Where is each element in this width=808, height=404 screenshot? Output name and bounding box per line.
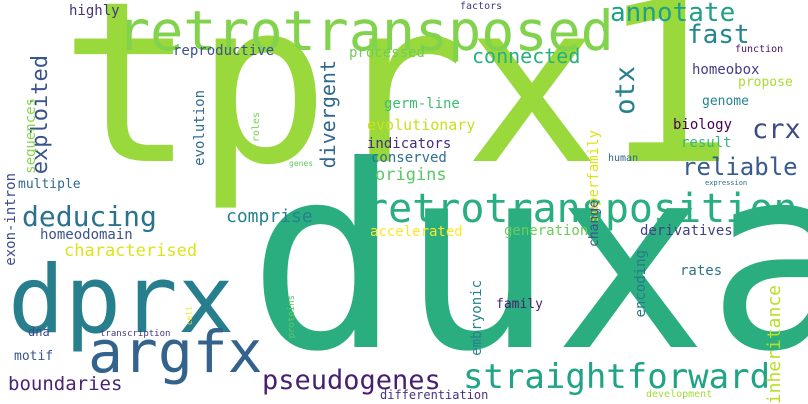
word-retrotransposed: retrotransposed: [117, 0, 614, 63]
word-biology: biology: [673, 117, 733, 133]
word-genome: genome: [702, 94, 749, 109]
word-tprx1: tprx1: [60, 0, 735, 214]
word-inheritance: inheritance: [764, 285, 785, 404]
word-characterised: characterised: [64, 241, 198, 261]
word-homeodomain: homeodomain: [40, 227, 133, 243]
word-germ-line: germ-line: [384, 96, 460, 112]
word-roles: roles: [251, 112, 262, 143]
word-divergent: divergent: [316, 60, 340, 169]
word-rates: rates: [680, 263, 723, 279]
word-dna: dna: [28, 325, 50, 339]
word-pseudogenes: pseudogenes: [262, 365, 441, 396]
word-reproductive: reproductive: [173, 43, 275, 59]
word-highly: highly: [69, 3, 120, 19]
word-processed: processed: [349, 45, 425, 61]
word-propose: propose: [738, 75, 793, 90]
word-encoding: encoding: [633, 250, 649, 318]
word-transcription: transcription: [100, 329, 171, 339]
word-reliable: reliable: [682, 153, 798, 181]
word-evolutionary: evolutionary: [367, 116, 476, 134]
word-multiple: multiple: [18, 177, 81, 192]
word-dprx: dprx: [8, 246, 235, 355]
word-deducing: deducing: [22, 200, 157, 233]
word-expression: expression: [705, 179, 748, 187]
word-result: result: [681, 135, 732, 151]
word-embryonic: embryonic: [469, 280, 485, 356]
word-genes: genes: [289, 159, 314, 168]
word-differentiation: differentiation: [380, 388, 489, 402]
word-family: family: [496, 297, 543, 312]
word-generation: generation: [504, 223, 589, 239]
word-development: development: [646, 389, 713, 400]
word-comprise: comprise: [226, 206, 313, 227]
word-sequences: sequences: [23, 98, 39, 174]
word-crx: crx: [752, 114, 801, 145]
word-argfx: argfx: [88, 318, 263, 386]
word-factors: factors: [460, 1, 503, 12]
word-change: change: [587, 200, 602, 247]
word-motif: motif: [14, 349, 54, 364]
word-connected: connected: [472, 44, 581, 68]
word-otx: otx: [610, 66, 641, 115]
word-conserved: conserved: [371, 150, 447, 166]
word-homeobox: homeobox: [692, 62, 760, 78]
word-human: human: [608, 153, 639, 164]
word-duxa: duxa: [248, 111, 808, 404]
word-proteins: proteins: [287, 295, 297, 339]
word-evolution: evolution: [192, 90, 208, 166]
word-origins: origins: [375, 165, 447, 185]
word-fast: fast: [687, 20, 750, 50]
word-exon-intron: exon-intron: [3, 173, 19, 266]
word-cell: cell: [185, 306, 194, 326]
word-boundaries: boundaries: [8, 373, 123, 395]
word-annotate: annotate: [610, 0, 736, 28]
word-derivatives: derivatives: [640, 223, 733, 239]
word-accelerated: accelerated: [370, 224, 463, 240]
word-retrotransposition: retrotransposition: [364, 186, 798, 232]
word-indicators: indicators: [367, 136, 452, 152]
word-straightforward: straightforward: [463, 357, 771, 397]
word-function: function: [735, 44, 784, 55]
